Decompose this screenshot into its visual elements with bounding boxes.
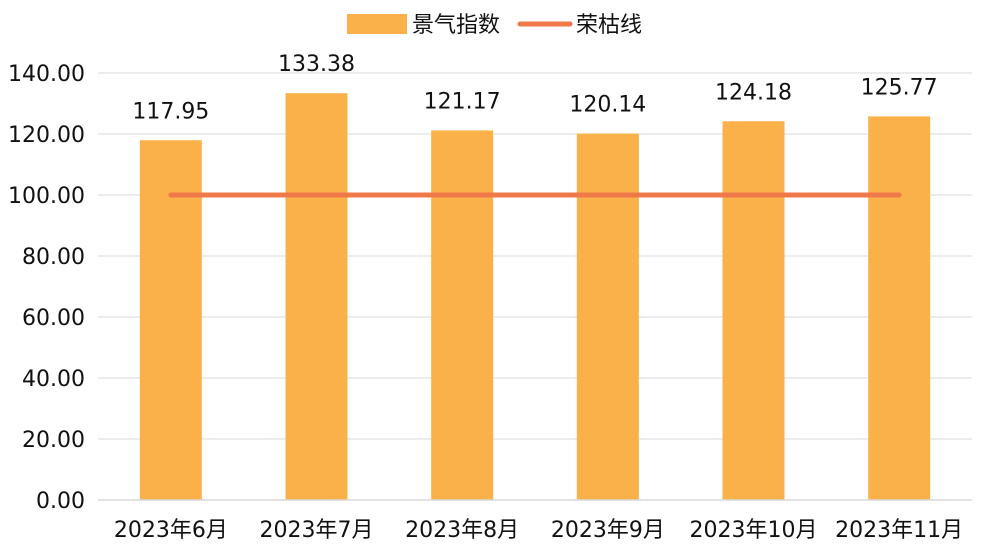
- data-label: 121.17: [424, 89, 501, 114]
- y-tick-label: 100.00: [8, 184, 85, 209]
- data-label: 133.38: [278, 52, 355, 77]
- data-label: 124.18: [715, 80, 792, 105]
- x-tick-label: 2023年11月: [835, 518, 963, 543]
- bar: [285, 93, 348, 500]
- data-label: 117.95: [132, 99, 209, 124]
- x-tick-label: 2023年7月: [260, 518, 374, 543]
- y-tick-label: 0.00: [36, 489, 85, 514]
- y-tick-label: 80.00: [22, 245, 85, 270]
- bar: [576, 133, 639, 500]
- x-tick-label: 2023年8月: [405, 518, 519, 543]
- x-tick-label: 2023年10月: [690, 518, 818, 543]
- y-tick-label: 20.00: [22, 428, 85, 453]
- legend-label: 景气指数: [412, 13, 500, 38]
- axes-layer: 0.00 20.00 40.00 60.00 80.00 100.00 120.00 140.…: [8, 62, 972, 543]
- bar: [722, 121, 785, 500]
- y-tick-label: 140.00: [8, 62, 85, 87]
- data-label: 120.14: [569, 93, 646, 118]
- legend-label: 荣枯线: [576, 13, 642, 38]
- bar: [431, 130, 494, 500]
- bars-layer: [139, 93, 931, 501]
- grid-layer: [98, 72, 972, 440]
- bar: [868, 116, 931, 501]
- y-tick-label: 120.00: [8, 123, 85, 148]
- x-tick-label: 2023年6月: [114, 518, 228, 543]
- bar: [139, 140, 202, 500]
- y-tick-label: 40.00: [22, 367, 85, 392]
- y-tick-label: 60.00: [22, 306, 85, 331]
- legend-swatch-bar: [347, 14, 407, 34]
- legend-layer: 景气指数 荣枯线: [347, 13, 642, 38]
- x-tick-label: 2023年9月: [551, 518, 665, 543]
- labels-layer: 117.95 133.38 121.17 120.14 124.18 125.77: [132, 52, 937, 124]
- data-label: 125.77: [861, 75, 938, 100]
